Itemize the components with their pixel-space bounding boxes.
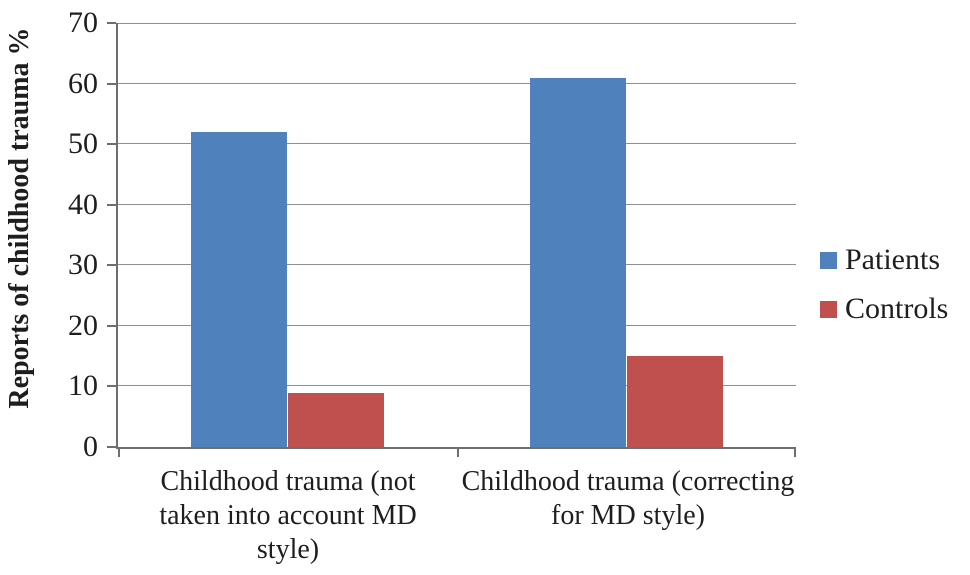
patients-swatch <box>820 251 837 269</box>
y-tick-label: 40 <box>68 187 98 221</box>
y-axis-tick <box>107 143 116 146</box>
legend-item-patients: Patients <box>820 243 948 277</box>
x-axis-tick <box>457 449 459 457</box>
legend-label-controls: Controls <box>845 292 949 325</box>
y-axis-tick <box>107 22 116 24</box>
plot-area: 0 10 20 30 40 50 60 70 <box>68 6 796 463</box>
gridline <box>118 143 796 145</box>
gridline <box>118 264 796 266</box>
category-label-1: Childhood trauma (not taken into account… <box>159 466 417 565</box>
gridline <box>118 23 796 24</box>
gridline <box>118 385 796 387</box>
y-tick-label: 20 <box>68 308 98 342</box>
gridline <box>118 203 796 205</box>
y-axis-title: Reports of childhood trauma % <box>4 27 35 409</box>
category-label-2: Childhood trauma (correcting for MD styl… <box>461 466 795 531</box>
bar-controls-2 <box>626 356 724 447</box>
y-tick-label: 50 <box>68 127 98 161</box>
y-axis-tick <box>107 324 116 327</box>
y-axis-tick <box>107 385 116 388</box>
y-tick-label: 10 <box>68 369 98 403</box>
controls-swatch <box>820 300 837 318</box>
y-tick-label: 70 <box>68 6 98 39</box>
bar-patients-2 <box>529 77 627 447</box>
y-tick-label: 0 <box>83 430 98 463</box>
y-tick-label: 30 <box>68 248 98 282</box>
bar-controls-1 <box>287 392 385 447</box>
gridline <box>118 324 796 326</box>
y-axis-tick <box>107 203 116 206</box>
legend-label-patients: Patients <box>845 243 940 276</box>
x-axis-tick <box>794 449 796 457</box>
y-tick-label: 60 <box>68 66 98 100</box>
legend: Patients Controls <box>820 243 948 326</box>
y-axis-tick <box>107 264 116 267</box>
y-axis-tick <box>107 82 116 85</box>
gridline <box>118 82 796 84</box>
legend-item-controls: Controls <box>820 292 948 326</box>
bar-patients-1 <box>190 132 288 447</box>
y-axis-tick <box>107 446 116 448</box>
x-axis-tick <box>118 449 120 457</box>
